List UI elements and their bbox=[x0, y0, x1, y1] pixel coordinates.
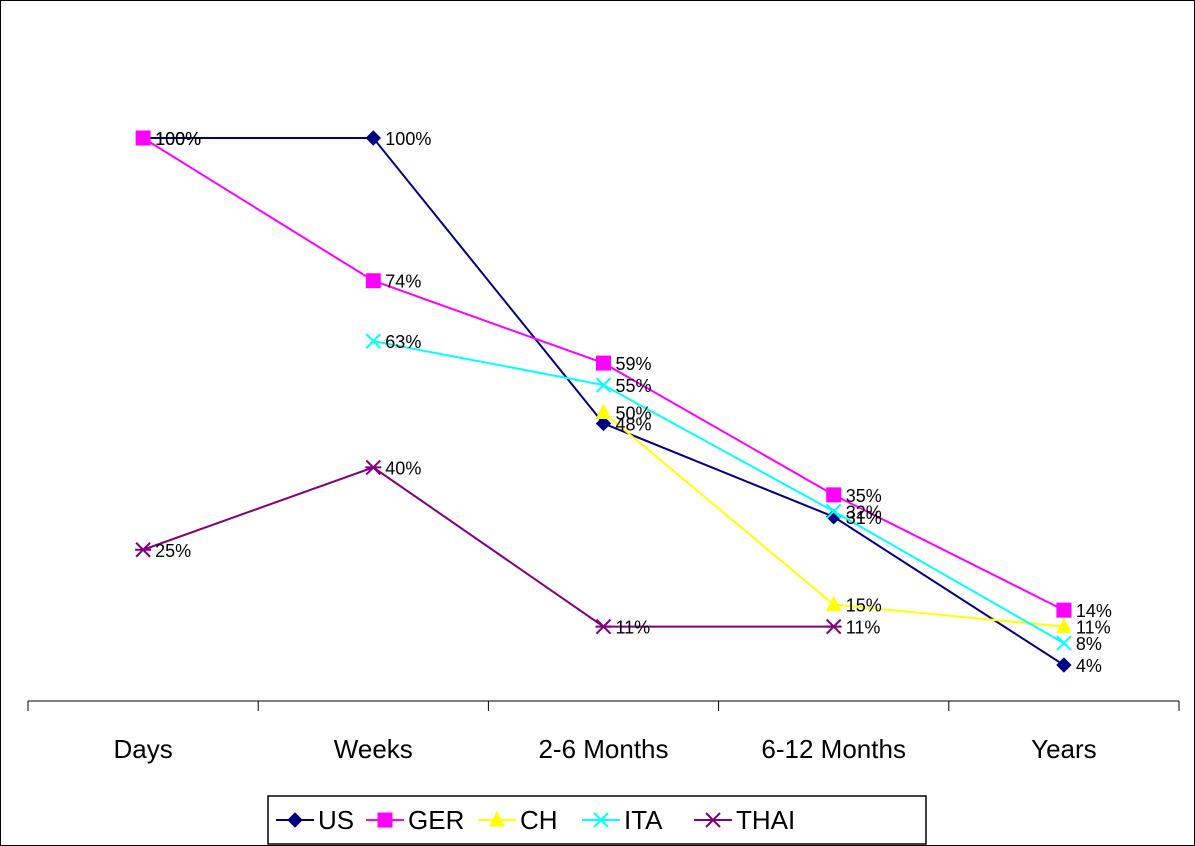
series-line-ita bbox=[373, 340, 1065, 644]
series-line-ger bbox=[142, 137, 1065, 612]
legend-label-us: US bbox=[318, 805, 354, 835]
point-thai-6-12-months bbox=[825, 618, 842, 635]
data-label-ch-2-6-months: 50% bbox=[616, 404, 652, 424]
legend-marker-ita bbox=[593, 812, 609, 828]
point-us-weeks bbox=[365, 130, 382, 146]
series-thai bbox=[135, 459, 842, 635]
x-tick-label-weeks: Weeks bbox=[334, 734, 413, 764]
data-label-thai-days: 25% bbox=[155, 541, 191, 561]
point-ger-2-6-months bbox=[596, 355, 611, 371]
point-thai-days bbox=[135, 542, 152, 558]
legend-label-ch: CH bbox=[520, 805, 558, 835]
legend-marker-ch bbox=[489, 810, 505, 827]
series-us bbox=[135, 130, 1072, 673]
data-label-ch-6-12-months: 15% bbox=[846, 596, 882, 616]
point-ita-weeks bbox=[365, 333, 382, 349]
legend-label-ita: ITA bbox=[624, 805, 663, 835]
point-ger-6-12-months bbox=[826, 487, 842, 503]
data-label-ger-days: 100% bbox=[155, 129, 201, 149]
point-ch-2-6-months bbox=[595, 403, 612, 419]
series-layer: 100% 100%48%31%4%100%74%59%35%14%50%15%11… bbox=[135, 129, 1112, 676]
point-ger-days bbox=[135, 130, 151, 146]
data-label-us-2-6-months: 48% bbox=[616, 414, 652, 434]
x-axis: Days Weeks 2-6 Months 6-12 Months Years bbox=[27, 700, 1180, 764]
data-label-ita-6-12-months: 32% bbox=[846, 502, 882, 522]
data-label-ch-years: 11% bbox=[1076, 618, 1111, 638]
point-ger-years bbox=[1056, 602, 1072, 618]
data-label-us-weeks: 100% bbox=[385, 129, 431, 149]
point-us-years bbox=[1056, 657, 1072, 673]
series-line-us bbox=[143, 137, 1065, 666]
data-label-ger-2-6-months: 59% bbox=[616, 354, 652, 374]
legend-marker-us bbox=[287, 812, 303, 828]
point-ger-weeks bbox=[365, 273, 381, 289]
legend-marker-thai bbox=[705, 812, 721, 828]
x-tick-label-years: Years bbox=[1031, 734, 1097, 764]
data-label-ita-weeks: 63% bbox=[385, 332, 421, 352]
x-tick-label-6-12-months: 6-12 Months bbox=[761, 734, 906, 764]
data-label-thai-weeks: 40% bbox=[385, 458, 421, 478]
data-label-thai-2-6-months: 11% bbox=[616, 618, 651, 638]
data-label-us-years: 4% bbox=[1076, 656, 1102, 676]
point-ita-years bbox=[1056, 635, 1072, 651]
legend: US GER CH ITA THAI bbox=[267, 795, 927, 845]
legend-marker-ger bbox=[377, 812, 393, 828]
legend-label-thai: THAI bbox=[736, 805, 795, 835]
data-label-ger-6-12-months: 35% bbox=[846, 486, 882, 506]
data-label-thai-6-12-months: 11% bbox=[846, 618, 881, 638]
point-ch-years bbox=[1056, 617, 1072, 634]
legend-label-ger: GER bbox=[408, 805, 464, 835]
x-tick-label-2-6-months: 2-6 Months bbox=[538, 734, 668, 764]
point-us-2-6-months bbox=[595, 415, 612, 432]
series-ger bbox=[135, 130, 1072, 618]
series-ita bbox=[365, 333, 1072, 651]
legend-item-us: US bbox=[276, 805, 354, 835]
legend-item-ita: ITA bbox=[582, 805, 663, 835]
series-ch bbox=[595, 403, 1072, 634]
point-thai-2-6-months bbox=[595, 618, 612, 635]
data-label-us-days: 100% bbox=[155, 129, 201, 149]
point-ita-2-6-months bbox=[595, 377, 612, 393]
legend-item-thai: THAI bbox=[694, 805, 795, 835]
data-label-ger-years: 14% bbox=[1076, 601, 1112, 621]
data-label-ita-years: 8% bbox=[1076, 634, 1102, 654]
x-tick-label-days: Days bbox=[113, 734, 172, 764]
data-label-us-6-12-months: 31% bbox=[846, 508, 882, 528]
legend-item-ch: CH bbox=[478, 805, 558, 835]
legend-item-ger: GER bbox=[366, 805, 464, 835]
point-ita-6-12-months bbox=[825, 503, 842, 520]
data-label-ita-2-6-months: 55% bbox=[616, 376, 652, 396]
series-line-thai bbox=[142, 466, 834, 628]
point-ch-6-12-months bbox=[825, 595, 842, 612]
data-label-ger-weeks: 74% bbox=[385, 272, 421, 292]
data-labels: 100% 100%48%31%4%100%74%59%35%14%50%15%11… bbox=[155, 129, 1112, 676]
point-thai-weeks bbox=[365, 459, 382, 476]
